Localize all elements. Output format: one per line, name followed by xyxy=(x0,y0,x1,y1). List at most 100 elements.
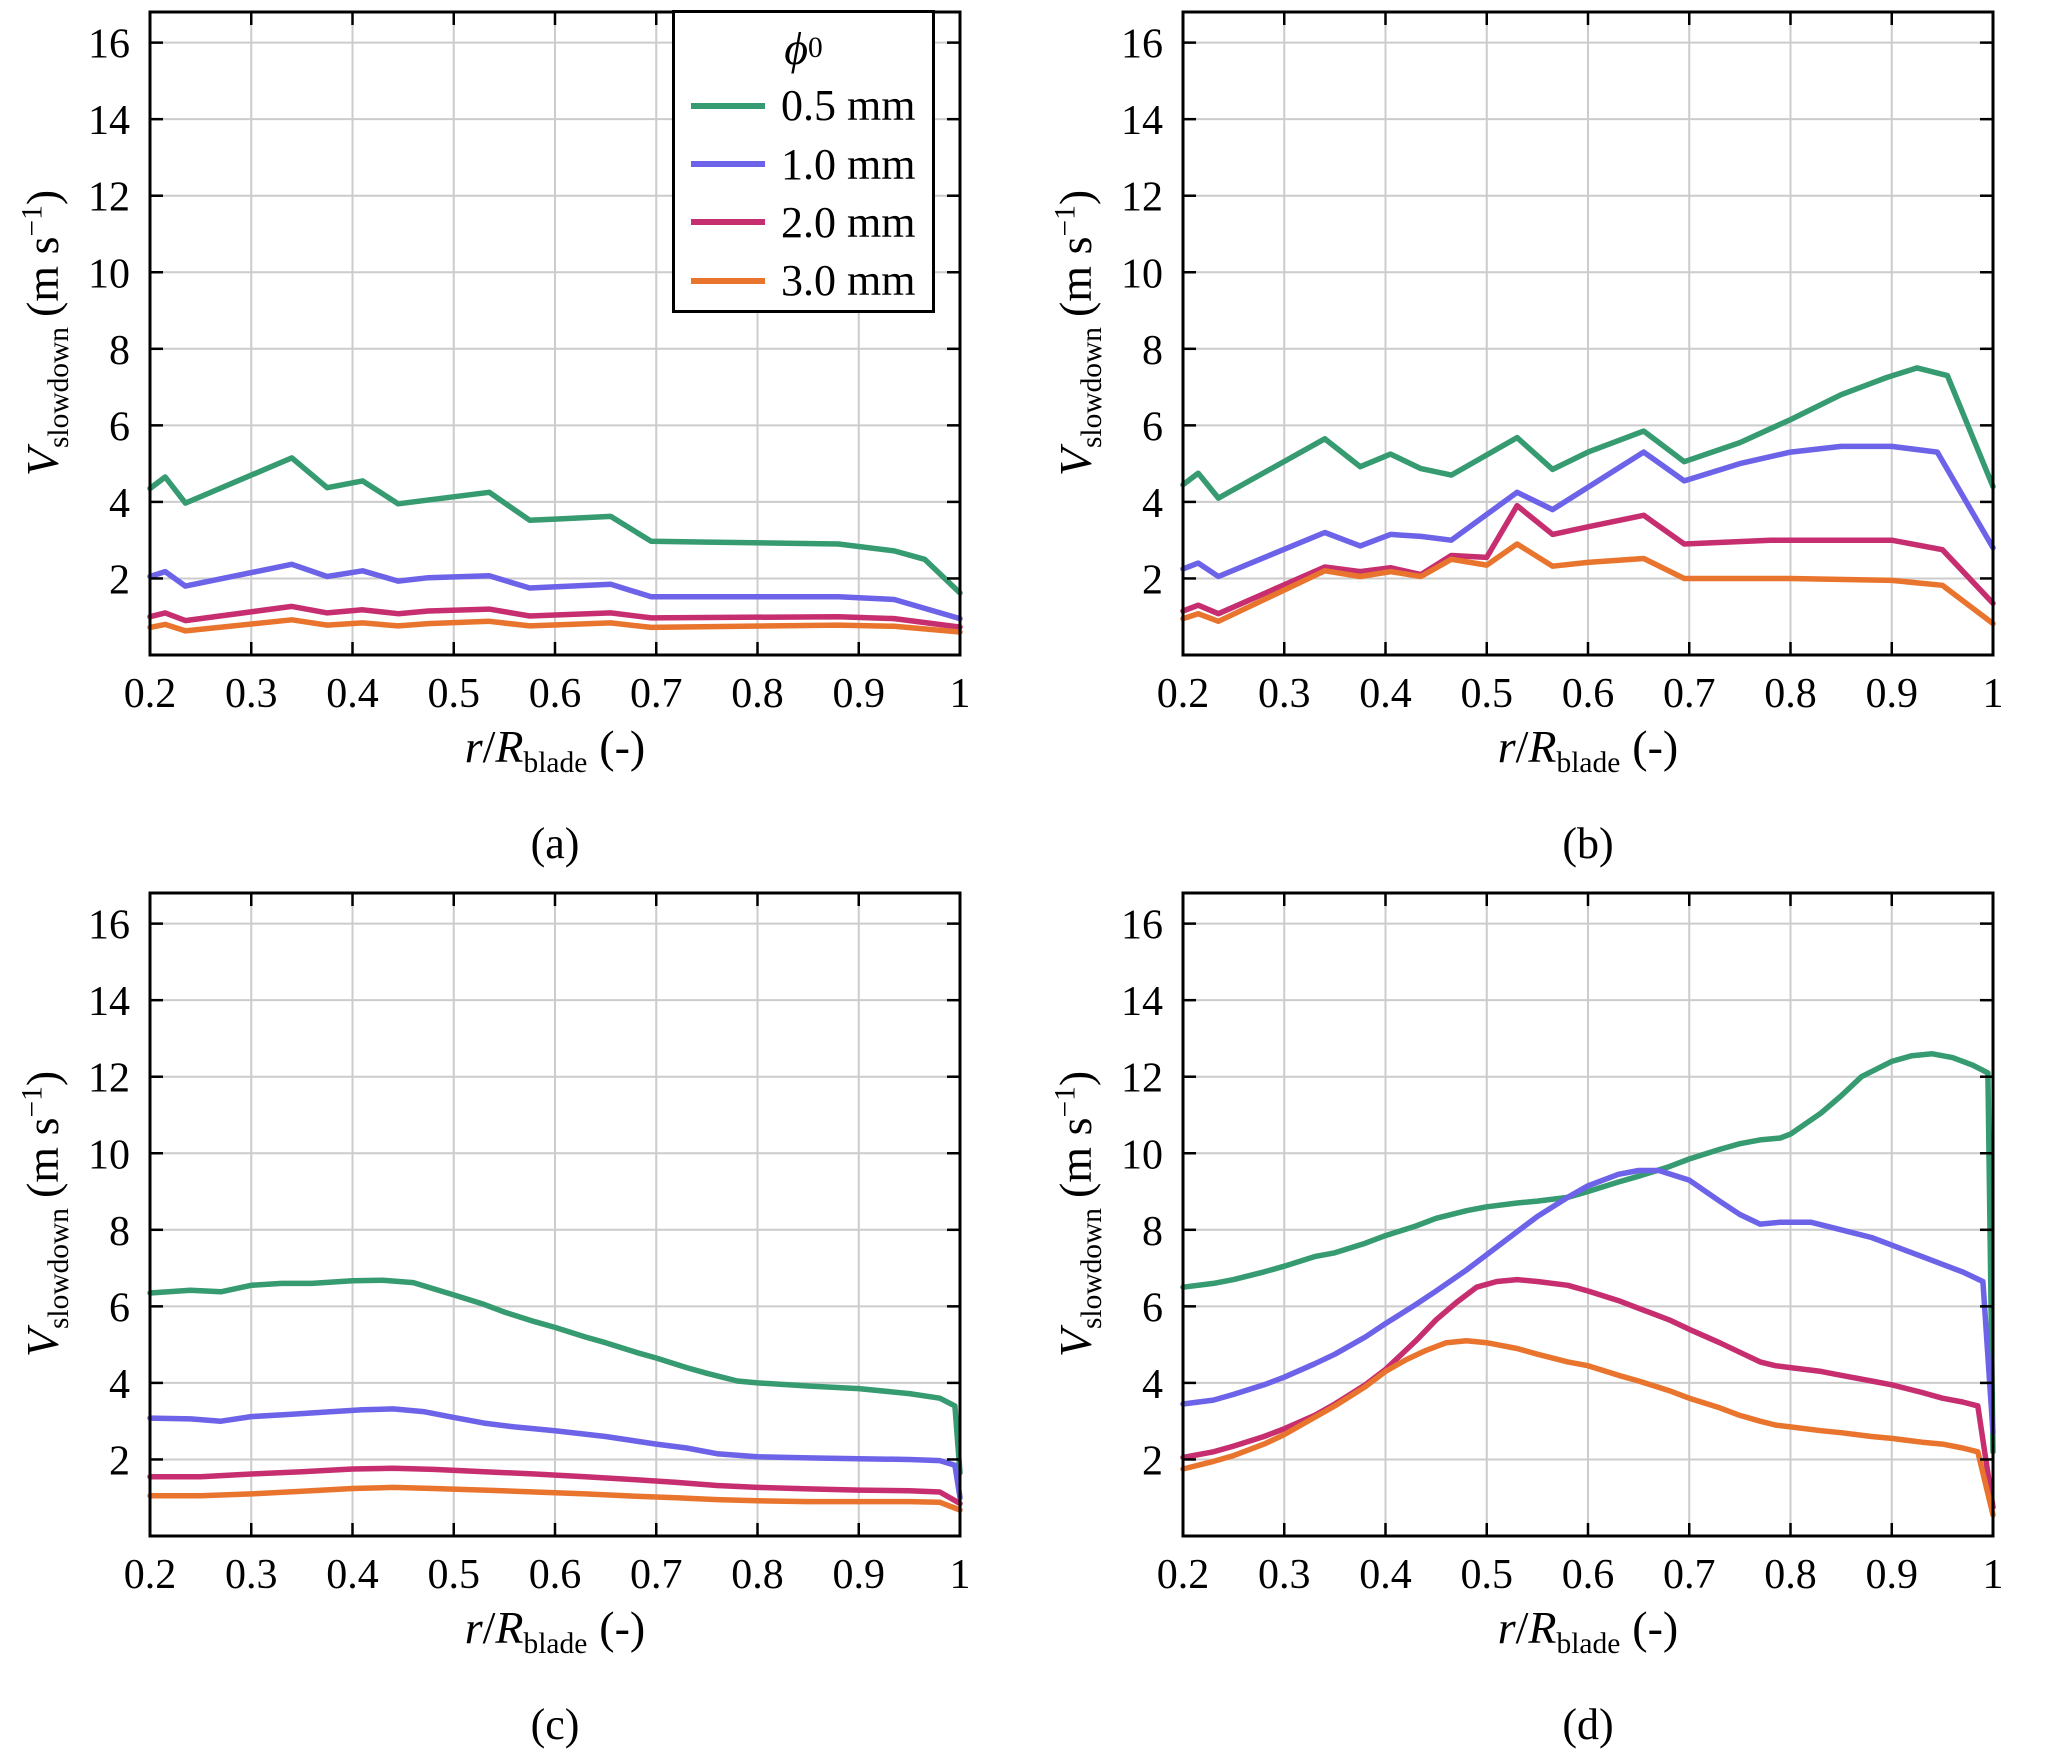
y-label-var: V xyxy=(16,1329,68,1358)
y-label-sub: slowdown xyxy=(43,1208,76,1330)
series-3-0-mm xyxy=(147,1484,963,1513)
y-axis-label: Vslowdown (m s−1) xyxy=(16,190,76,476)
y-tick-label: 10 xyxy=(1121,1132,1163,1178)
x-tick-label: 0.4 xyxy=(1359,1552,1412,1598)
x-tick-label: 0.8 xyxy=(1764,1552,1817,1598)
x-tick-label: 0.4 xyxy=(1359,671,1412,717)
y-tick-label: 12 xyxy=(1121,175,1163,221)
y-axis-label: Vslowdown (m s−1) xyxy=(16,1071,76,1357)
x-tick-label: 0.9 xyxy=(1866,1552,1919,1598)
y-tick-label: 12 xyxy=(88,1056,130,1102)
x-tick-label: 0.7 xyxy=(1663,1552,1716,1598)
x-tick-label: 0.5 xyxy=(428,1552,481,1598)
x-tick-label: 1 xyxy=(950,1552,971,1598)
y-tick-label: 12 xyxy=(88,175,130,221)
x-tick-label: 0.8 xyxy=(731,671,784,717)
y-tick-label: 12 xyxy=(1121,1056,1163,1102)
x-label-slash: / xyxy=(1515,721,1529,772)
x-label-den: R xyxy=(495,1602,524,1653)
x-axis-label: r/Rblade (-) xyxy=(150,720,960,780)
x-tick-label: 0.2 xyxy=(124,671,177,717)
series-0-5-mm xyxy=(1180,1051,1996,1455)
y-tick-label: 4 xyxy=(1142,1362,1163,1408)
x-tick-label: 0.6 xyxy=(1562,671,1615,717)
x-tick-label: 0.6 xyxy=(1562,1552,1615,1598)
y-tick-label: 16 xyxy=(88,903,130,949)
y-label-var: V xyxy=(16,448,68,477)
x-label-sub: blade xyxy=(523,747,588,780)
y-label-unit-close: ) xyxy=(1049,1070,1101,1087)
x-tick-label: 0.2 xyxy=(1157,671,1210,717)
x-tick-label: 0.8 xyxy=(1764,671,1817,717)
x-tick-label: 0.7 xyxy=(1663,671,1716,717)
y-tick-label: 10 xyxy=(88,1132,130,1178)
legend-label-2.0mm: 2.0 mm xyxy=(781,197,916,247)
x-tick-label: 1 xyxy=(950,671,971,717)
series-3-0-mm xyxy=(1180,541,1996,627)
y-tick-label: 6 xyxy=(109,1285,130,1331)
legend-line-2.0mm xyxy=(691,219,765,226)
y-axis-label: Vslowdown (m s−1) xyxy=(1049,190,1109,476)
y-tick-label: 6 xyxy=(1142,404,1163,450)
y-tick-label: 10 xyxy=(88,251,130,297)
y-axis-label: Vslowdown (m s−1) xyxy=(1049,1071,1109,1357)
x-label-unit: (-) xyxy=(599,1602,646,1653)
y-label-unit-close: ) xyxy=(16,189,68,206)
x-label-den: R xyxy=(1528,1602,1557,1653)
x-tick-label: 0.3 xyxy=(1258,671,1311,717)
y-tick-label: 16 xyxy=(1121,903,1163,949)
series-0-5-mm xyxy=(1180,365,1996,501)
y-label-sup: −1 xyxy=(1049,1086,1082,1118)
x-tick-label: 0.7 xyxy=(630,1552,683,1598)
y-label-sup: −1 xyxy=(16,205,49,237)
x-tick-label: 0.5 xyxy=(1461,671,1514,717)
x-label-num: r xyxy=(464,721,483,772)
x-label-den: R xyxy=(495,721,524,772)
x-tick-label: 0.4 xyxy=(326,1552,379,1598)
y-tick-label: 8 xyxy=(1142,328,1163,374)
legend-label-0.5mm: 0.5 mm xyxy=(781,81,916,131)
x-label-slash: / xyxy=(1515,1602,1529,1653)
y-label-unit-open: (m s xyxy=(1049,236,1101,318)
panel-caption-b: (b) xyxy=(1562,819,1614,868)
y-label-var: V xyxy=(1049,1329,1101,1358)
y-tick-label: 14 xyxy=(88,98,130,144)
y-tick-label: 2 xyxy=(109,557,130,603)
x-tick-label: 0.3 xyxy=(225,671,278,717)
x-label-num: r xyxy=(1497,721,1516,772)
x-tick-label: 1 xyxy=(1983,671,2004,717)
x-label-unit: (-) xyxy=(1632,721,1679,772)
y-tick-label: 4 xyxy=(1142,481,1163,527)
y-tick-label: 14 xyxy=(1121,979,1163,1025)
y-tick-label: 8 xyxy=(109,1209,130,1255)
panel-caption-a: (a) xyxy=(530,819,580,868)
y-tick-label: 2 xyxy=(1142,557,1163,603)
y-tick-label: 16 xyxy=(1121,22,1163,68)
panel-c: 0.2 0.3 0.4 0.5 0.6 0.7 0.8 0.9 1 2 4 6 8 10 12 14 16 Vs… xyxy=(0,881,1033,1763)
x-label-den: R xyxy=(1528,721,1557,772)
x-tick-label: 0.9 xyxy=(833,671,886,717)
series-3-0-mm xyxy=(1180,1338,1996,1518)
y-label-unit-close: ) xyxy=(16,1070,68,1087)
panel-b: 0.2 0.3 0.4 0.5 0.6 0.7 0.8 0.9 1 2 4 6 8 10 12 14 16 Vs… xyxy=(1033,0,2067,881)
legend-entry: 1.0 mm xyxy=(675,135,932,193)
x-tick-label: 0.7 xyxy=(630,671,683,717)
y-tick-label: 14 xyxy=(1121,98,1163,144)
legend-label-1.0mm: 1.0 mm xyxy=(781,139,916,189)
legend-line-0.5mm xyxy=(691,102,765,109)
panel-caption-c: (c) xyxy=(530,1700,580,1749)
x-tick-label: 0.3 xyxy=(1258,1552,1311,1598)
panel-a: 0.2 0.3 0.4 0.5 0.6 0.7 0.8 0.9 1 2 4 6 8 10 12 14 16 Vs… xyxy=(0,0,1033,881)
x-tick-label: 0.2 xyxy=(1157,1552,1210,1598)
panel-d: 0.2 0.3 0.4 0.5 0.6 0.7 0.8 0.9 1 2 4 6 8 10 12 14 16 Vs… xyxy=(1033,881,2067,1763)
series-1-0-mm xyxy=(147,561,963,622)
y-label-sub: slowdown xyxy=(1076,327,1109,449)
x-axis-label: r/Rblade (-) xyxy=(1183,720,1993,780)
